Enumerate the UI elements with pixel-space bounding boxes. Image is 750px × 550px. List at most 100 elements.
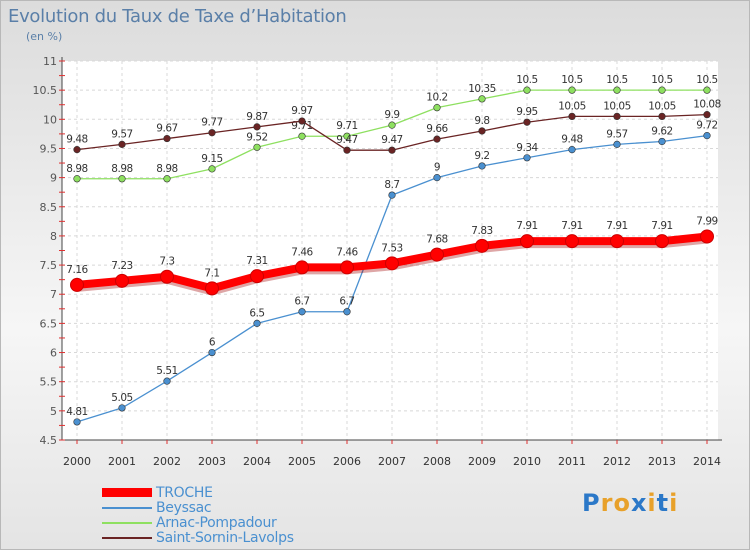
data-point (250, 269, 264, 284)
legend-swatch-arnac-pompadour (102, 522, 152, 524)
data-label: 10.05 (558, 100, 586, 112)
x-tick-label: 2005 (288, 455, 316, 468)
data-point (118, 404, 126, 412)
data-point (388, 121, 396, 129)
data-point (343, 308, 351, 316)
data-point (613, 112, 621, 120)
data-point (658, 112, 666, 120)
data-point (253, 143, 261, 151)
logo-letter: P (582, 489, 601, 517)
chart-subtitle: (en %) (26, 30, 63, 43)
x-tick-label: 2004 (243, 455, 271, 468)
data-point (163, 134, 171, 143)
data-point (523, 118, 531, 126)
data-label: 9.72 (696, 120, 717, 132)
data-label: 10.5 (516, 74, 537, 86)
data-point (205, 281, 219, 296)
data-point (565, 234, 579, 249)
data-label: 10.5 (696, 74, 717, 86)
legend-item-beyssac: Beyssac (102, 500, 294, 516)
data-label: 9.2 (474, 150, 489, 162)
data-label: 7.1 (204, 267, 219, 279)
y-tick-label: 10.5 (33, 84, 58, 97)
data-label: 9.47 (336, 134, 357, 146)
x-tick-label: 2010 (513, 455, 541, 468)
data-label: 7.91 (651, 220, 672, 232)
logo-letter: o (613, 489, 631, 517)
data-point (343, 146, 351, 154)
data-point (700, 229, 714, 244)
data-point (613, 140, 621, 148)
y-tick-label: 9 (50, 172, 57, 185)
data-point (703, 111, 711, 119)
data-label: 7.99 (696, 216, 717, 228)
data-label: 9.57 (111, 128, 132, 140)
y-tick-label: 9.5 (40, 142, 58, 155)
data-label: 7.3 (159, 256, 174, 268)
logo-letter: r (600, 489, 614, 517)
legend-item-saint-sornin-lavolps: Saint-Sornin-Lavolps (102, 530, 294, 546)
x-tick-label: 2008 (423, 455, 451, 468)
data-point (520, 234, 534, 249)
legend-label-arnac-pompadour: Arnac-Pompadour (156, 514, 277, 531)
proxiti-logo: Proxiti (582, 489, 678, 517)
data-label: 9.87 (246, 111, 267, 123)
data-label: 9.34 (516, 142, 538, 154)
data-label: 5.51 (156, 365, 177, 377)
data-point (298, 308, 306, 316)
logo-letter: i (647, 489, 657, 517)
y-tick-label: 8.5 (40, 201, 58, 214)
data-point (430, 247, 444, 262)
data-label: 9.71 (336, 120, 357, 132)
data-point (703, 132, 711, 140)
data-label: 7.46 (291, 246, 313, 258)
data-label: 9.71 (291, 120, 312, 132)
data-label: 9.48 (561, 134, 582, 146)
data-label: 10.2 (426, 92, 447, 104)
data-point (163, 175, 171, 183)
data-point (253, 319, 261, 327)
data-label: 9.48 (66, 134, 87, 146)
data-point (388, 191, 396, 199)
data-label: 10.08 (693, 99, 721, 111)
x-tick-label: 2007 (378, 455, 406, 468)
data-label: 7.91 (606, 220, 627, 232)
data-point (478, 162, 486, 170)
data-label: 10.35 (468, 83, 496, 95)
data-point (523, 154, 531, 162)
data-point (73, 175, 81, 183)
data-label: 9.8 (474, 115, 489, 127)
data-point (298, 117, 306, 125)
data-point (658, 137, 666, 146)
data-label: 7.91 (561, 220, 582, 232)
y-tick-label: 6 (50, 347, 57, 360)
legend: TROCHE Beyssac Arnac-Pompadour Saint-Sor… (102, 485, 294, 546)
data-point (388, 146, 396, 154)
y-tick-label: 4.5 (40, 434, 58, 447)
data-point (253, 123, 261, 131)
x-tick-label: 2012 (603, 455, 631, 468)
data-point (613, 86, 621, 94)
x-tick-label: 2000 (63, 455, 91, 468)
data-point (523, 86, 531, 94)
data-label: 9.77 (201, 117, 222, 129)
y-tick-label: 10 (43, 113, 57, 126)
x-tick-label: 2002 (153, 455, 181, 468)
data-label: 7.53 (381, 242, 402, 254)
logo-letter: x (630, 489, 648, 517)
x-tick-label: 2013 (648, 455, 676, 468)
data-label: 9.62 (651, 125, 672, 137)
data-label: 9.95 (516, 106, 537, 118)
data-label: 8.7 (384, 179, 399, 191)
data-label: 9.47 (381, 134, 402, 146)
data-label: 9.52 (246, 131, 267, 143)
data-label: 9.97 (291, 105, 312, 117)
x-tick-label: 2001 (108, 455, 136, 468)
data-label: 8.98 (156, 163, 177, 175)
data-label: 7.16 (66, 264, 88, 276)
data-point (610, 234, 624, 249)
data-label: 5.05 (111, 392, 132, 404)
data-point (118, 175, 126, 183)
data-point (295, 260, 309, 275)
data-label: 9.9 (384, 109, 399, 121)
